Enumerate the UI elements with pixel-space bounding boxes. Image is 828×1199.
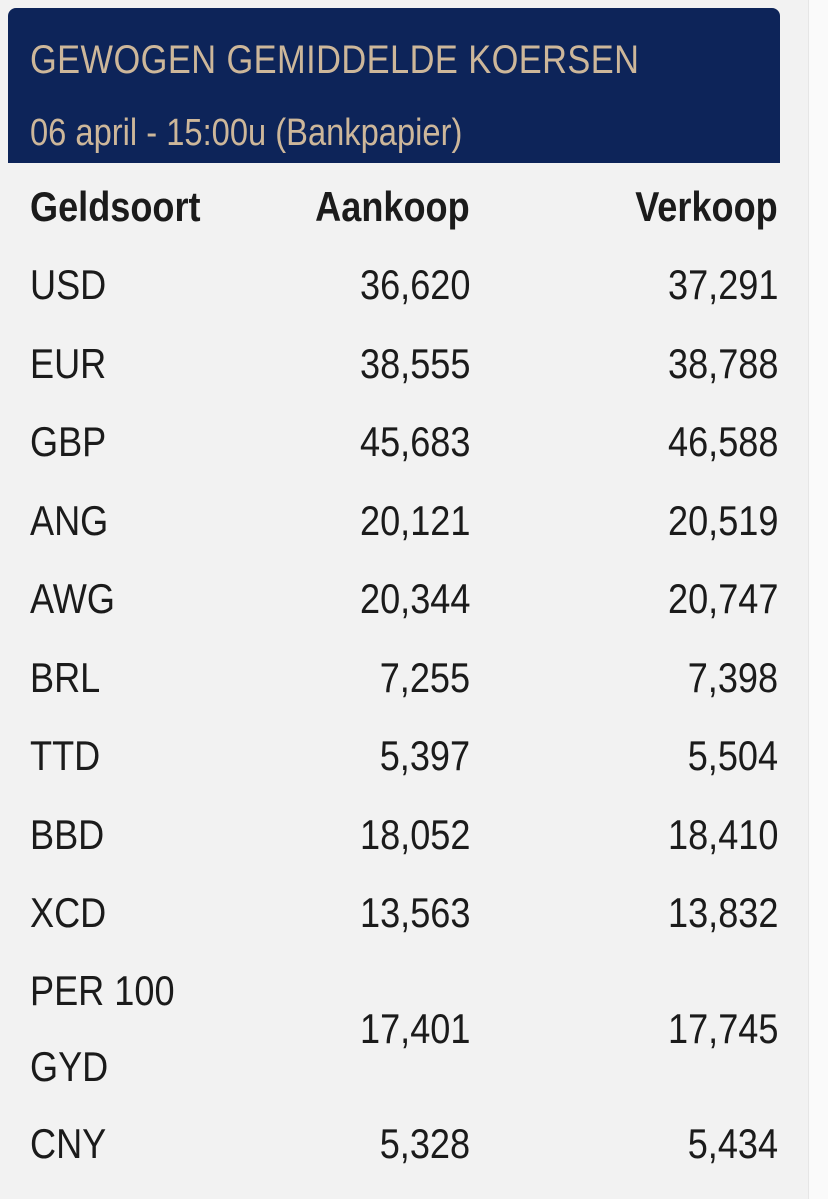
currency-cell: USD	[30, 261, 107, 309]
column-header-verkoop: Verkoop	[635, 183, 778, 230]
sell-rate-cell: 37,291	[667, 261, 778, 309]
currency-cell: BRL	[30, 653, 101, 701]
header-subtitle: 06 april - 15:00u (Bankpapier)	[30, 112, 463, 154]
page-margin	[808, 0, 828, 1199]
table-row: TTD 5,397 5,504	[30, 717, 778, 796]
currency-cell: BBD	[30, 810, 105, 858]
buy-rate-cell: 7,255	[379, 653, 470, 701]
currency-cell: PER 100 GYD	[30, 953, 260, 1105]
table-row: BRL 7,255 7,398	[30, 639, 778, 718]
buy-rate-cell: 5,328	[379, 1119, 470, 1167]
currency-line-2: GYD	[30, 1042, 109, 1090]
currency-line-1: PER 100	[30, 966, 175, 1014]
table-row: AWG 20,344 20,747	[30, 560, 778, 639]
currency-cell: GBP	[30, 418, 107, 466]
sell-rate-cell: 20,519	[667, 496, 778, 544]
sell-rate-cell: 7,398	[687, 653, 778, 701]
table-row: ANG 20,121 20,519	[30, 482, 778, 561]
sell-rate-cell: 5,434	[687, 1119, 778, 1167]
sell-rate-cell: 38,788	[667, 339, 778, 387]
table-row: CNY 5,328 5,434	[30, 1105, 778, 1184]
buy-rate-cell: 36,620	[359, 261, 470, 309]
sell-rate-cell: 46,588	[667, 418, 778, 466]
table-row: BBD 18,052 18,410	[30, 796, 778, 875]
currency-cell: TTD	[30, 732, 101, 780]
table-header-row: Geldsoort Aankoop Verkoop	[30, 168, 778, 246]
currency-cell: CNY	[30, 1119, 107, 1167]
currency-cell: XCD	[30, 889, 107, 937]
table-row: EUR 38,555 38,788	[30, 325, 778, 404]
header-title: GEWOGEN GEMIDDELDE KOERSEN	[30, 38, 640, 82]
sell-rate-cell: 13,832	[667, 889, 778, 937]
buy-rate-cell: 13,563	[359, 889, 470, 937]
buy-rate-cell: 45,683	[359, 418, 470, 466]
currency-cell: AWG	[30, 575, 115, 623]
buy-rate-cell: 17,401	[359, 1004, 470, 1052]
sell-rate-cell: 20,747	[667, 575, 778, 623]
buy-rate-cell: 20,344	[359, 575, 470, 623]
sell-rate-cell: 17,745	[667, 1004, 778, 1052]
table-row: USD 36,620 37,291	[30, 246, 778, 325]
buy-rate-cell: 38,555	[359, 339, 470, 387]
buy-rate-cell: 20,121	[359, 496, 470, 544]
table-row: PER 100 GYD 17,401 17,745	[30, 953, 778, 1105]
currency-cell: ANG	[30, 496, 109, 544]
sell-rate-cell: 18,410	[667, 810, 778, 858]
rates-table: Geldsoort Aankoop Verkoop USD 36,620 37,…	[30, 168, 778, 1183]
sell-rate-cell: 5,504	[687, 732, 778, 780]
column-header-geldsoort: Geldsoort	[30, 183, 201, 230]
buy-rate-cell: 18,052	[359, 810, 470, 858]
buy-rate-cell: 5,397	[379, 732, 470, 780]
column-header-aankoop: Aankoop	[315, 183, 470, 230]
rates-header: GEWOGEN GEMIDDELDE KOERSEN 06 april - 15…	[8, 8, 780, 163]
rates-panel: GEWOGEN GEMIDDELDE KOERSEN 06 april - 15…	[0, 0, 808, 1199]
table-row: GBP 45,683 46,588	[30, 403, 778, 482]
currency-cell: EUR	[30, 339, 107, 387]
table-row: XCD 13,563 13,832	[30, 874, 778, 953]
